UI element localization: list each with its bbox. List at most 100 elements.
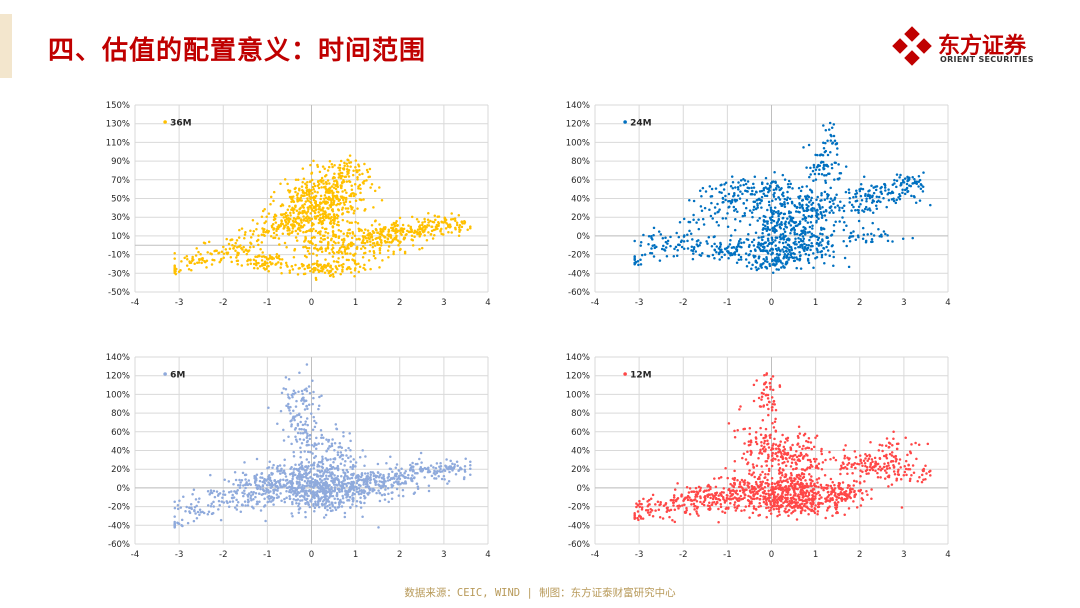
data-point: [758, 190, 762, 193]
data-point: [309, 269, 312, 273]
data-point: [716, 202, 719, 206]
data-point: [319, 481, 323, 484]
data-point: [754, 190, 758, 194]
data-point: [744, 488, 747, 492]
data-point: [833, 198, 836, 201]
data-point: [811, 495, 815, 498]
data-point: [709, 487, 712, 491]
scatter-chart-12m: -60% -40% -20% 0% 20% 40% 60% 80% 100% 120% 140% -4…: [555, 352, 955, 567]
data-point: [695, 221, 698, 224]
data-point: [818, 168, 821, 172]
data-point: [675, 498, 679, 501]
data-point: [386, 479, 390, 482]
data-point: [281, 204, 285, 207]
data-point: [267, 494, 271, 498]
data-point: [824, 500, 827, 503]
data-point: [799, 267, 803, 270]
data-point: [284, 221, 288, 224]
data-point: [336, 497, 340, 501]
data-point: [798, 206, 802, 209]
data-point: [767, 239, 770, 242]
data-point: [256, 222, 259, 225]
data-point: [267, 257, 270, 261]
data-point: [719, 475, 723, 479]
data-point: [297, 216, 301, 220]
data-point: [431, 220, 434, 224]
data-point: [273, 479, 276, 482]
data-point: [819, 153, 822, 156]
data-point: [305, 468, 308, 472]
data-point: [752, 238, 756, 242]
data-point: [313, 419, 316, 423]
data-point: [781, 232, 785, 236]
y-tick-label: 20%: [571, 465, 590, 475]
data-point: [322, 182, 325, 185]
data-point: [729, 254, 732, 257]
data-point: [181, 524, 184, 528]
data-point: [787, 222, 791, 225]
data-point: [633, 516, 636, 519]
data-point: [844, 165, 848, 168]
data-point: [349, 439, 352, 443]
data-point: [351, 467, 354, 471]
data-point: [401, 488, 405, 492]
data-point: [793, 256, 796, 259]
data-point: [333, 489, 337, 492]
data-point: [296, 477, 299, 480]
data-point: [220, 250, 224, 253]
data-point: [347, 499, 351, 502]
data-point: [265, 487, 268, 490]
scatter-chart-12m-svg: -60%-40%-20%0%20%40%60%80%100%120%140%-4…: [566, 353, 951, 560]
data-point: [228, 500, 232, 503]
data-point: [343, 478, 346, 482]
x-tick-label: -3: [635, 298, 643, 308]
data-point: [358, 173, 361, 176]
data-point: [713, 500, 716, 504]
data-point: [400, 467, 403, 470]
data-point: [279, 204, 283, 208]
data-point: [334, 235, 337, 239]
data-point: [760, 182, 764, 186]
data-point: [687, 220, 690, 224]
data-point: [801, 246, 804, 250]
data-point: [432, 228, 436, 232]
data-point: [345, 484, 348, 488]
data-point: [798, 211, 801, 214]
data-point: [373, 220, 377, 223]
data-point: [433, 234, 436, 237]
data-point: [762, 219, 766, 222]
data-point: [705, 489, 708, 492]
data-point: [282, 387, 285, 390]
data-point: [299, 476, 303, 479]
data-point: [274, 488, 278, 492]
data-point: [321, 442, 324, 446]
data-point: [220, 257, 223, 261]
data-point: [269, 479, 273, 483]
data-point: [762, 500, 766, 504]
data-point: [374, 481, 377, 485]
data-point: [296, 178, 300, 182]
data-point: [409, 463, 412, 467]
data-point: [914, 201, 918, 205]
data-point: [304, 515, 307, 519]
data-point: [733, 246, 736, 249]
data-point: [274, 221, 278, 224]
data-point: [303, 203, 306, 206]
data-point: [778, 513, 781, 517]
data-point: [218, 504, 221, 507]
data-point: [272, 199, 275, 203]
data-point: [784, 507, 787, 510]
data-point: [639, 244, 642, 247]
data-point: [299, 432, 302, 435]
data-point: [290, 479, 294, 483]
data-point: [380, 239, 383, 242]
data-point: [340, 453, 344, 457]
x-tick-label: -4: [131, 550, 139, 560]
data-point: [194, 254, 198, 257]
data-point: [264, 220, 268, 223]
data-point: [215, 249, 218, 252]
data-point: [826, 139, 829, 143]
data-point: [640, 508, 644, 511]
data-point: [355, 263, 358, 266]
data-point: [346, 210, 349, 213]
